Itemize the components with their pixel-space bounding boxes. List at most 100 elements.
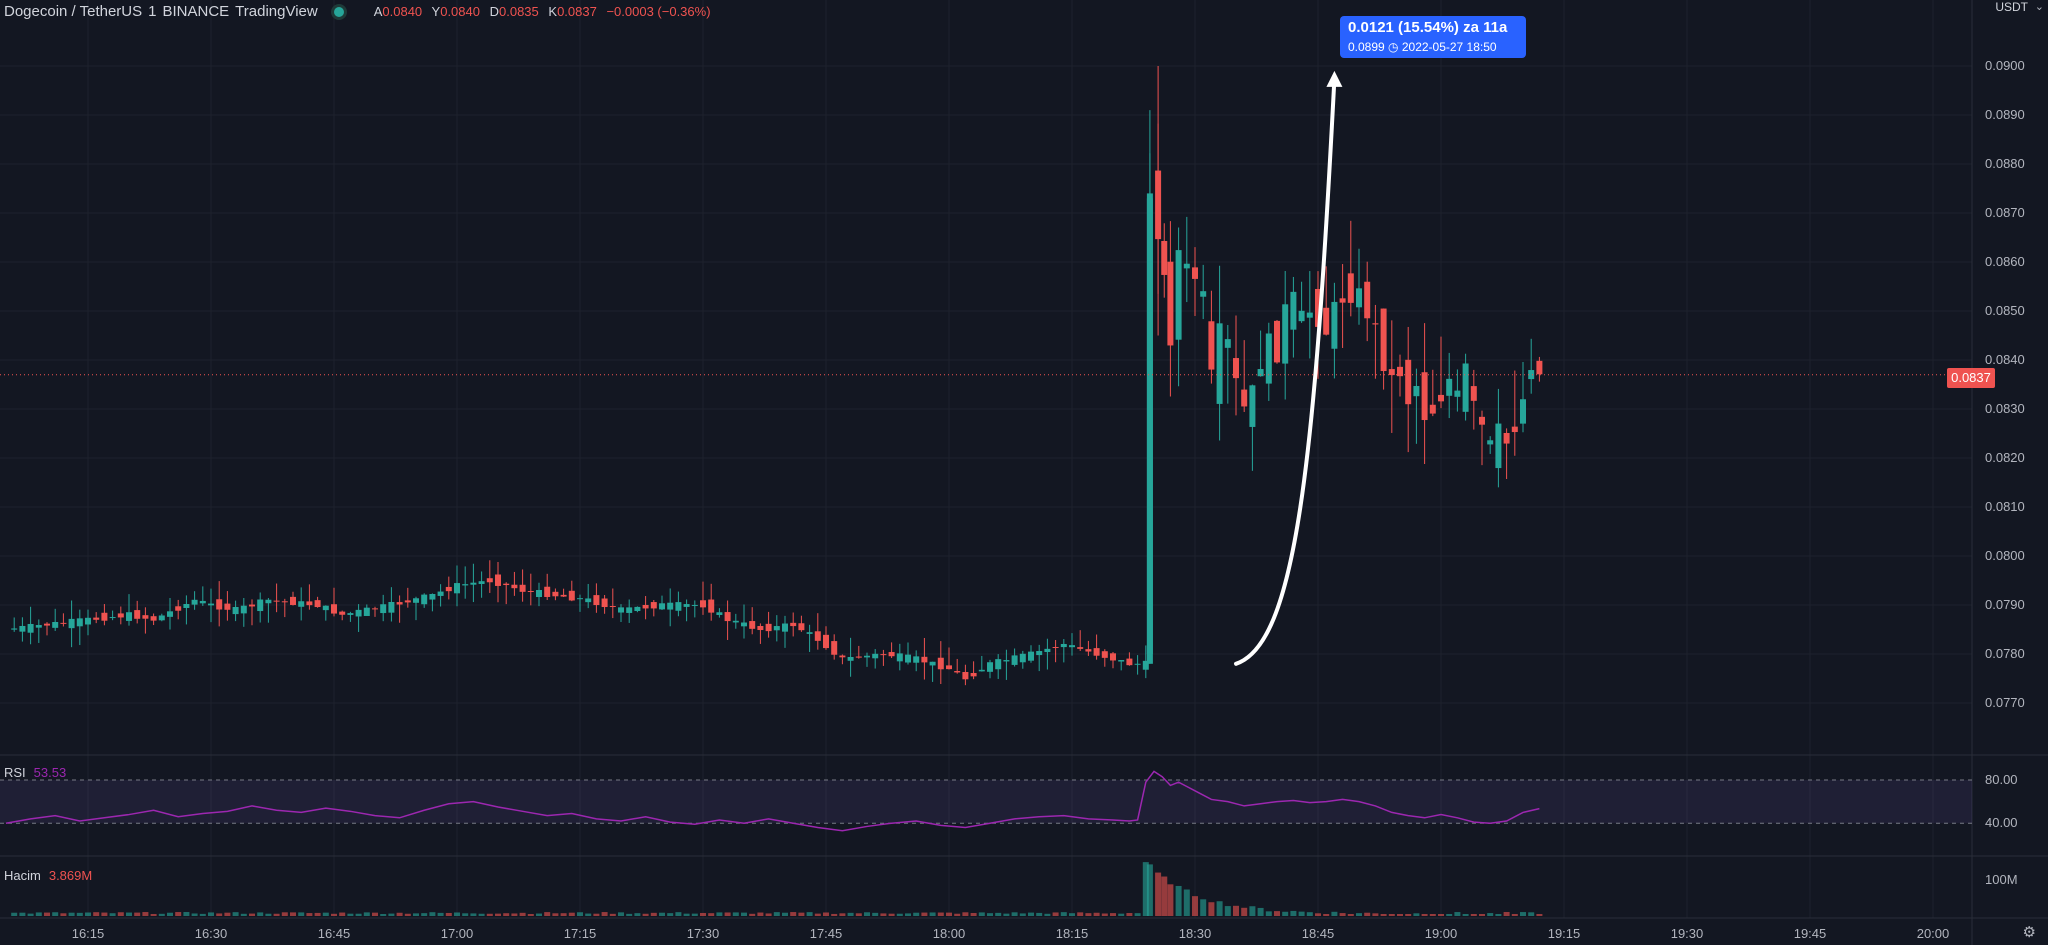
settings-gear-icon[interactable]: ⚙ (2022, 924, 2036, 941)
volume-bar (839, 913, 846, 916)
candle-body (1192, 267, 1198, 279)
volume-bar (1388, 914, 1395, 916)
time-tick-label: 19:15 (1548, 926, 1581, 941)
volume-bar (388, 913, 395, 916)
time-tick-label: 16:45 (318, 926, 351, 941)
rsi-legend: RSI 53.53 (4, 765, 66, 780)
volume-bar (1192, 896, 1198, 916)
candle-body (634, 606, 641, 611)
volume-bar (347, 913, 354, 916)
candle-body (937, 657, 944, 670)
candle-body (708, 599, 715, 613)
measure-arrow-line (1234, 76, 1337, 666)
candle-body (1397, 366, 1403, 377)
volume-bar (150, 913, 157, 916)
candle-body (290, 596, 296, 605)
time-tick-label: 18:30 (1179, 926, 1212, 941)
candle-body (1364, 281, 1371, 319)
time-tick-label: 17:15 (564, 926, 597, 941)
volume-bar (1306, 912, 1313, 916)
volume-bar (167, 912, 173, 916)
candle-body (1356, 288, 1362, 308)
volume-bar (109, 913, 116, 916)
candle-body (306, 601, 313, 606)
volume-bar (175, 912, 182, 916)
volume-bar (1019, 913, 1026, 916)
volume-series (11, 862, 1543, 916)
candle-body (19, 625, 26, 632)
volume-bar (1224, 906, 1231, 916)
candle-body (216, 599, 223, 610)
time-tick-label: 19:45 (1794, 926, 1827, 941)
volume-label: Hacim (4, 868, 41, 883)
volume-bar (618, 912, 624, 916)
volume-bar (946, 912, 952, 916)
volume-bar (1003, 913, 1010, 916)
volume-bar (675, 912, 682, 916)
candle-body (700, 600, 706, 608)
volume-bar (921, 912, 928, 916)
volume-bar (700, 912, 706, 916)
candle-body (167, 611, 173, 617)
volume-bar (1257, 907, 1264, 916)
volume-bar (1356, 913, 1362, 916)
volume-bar (568, 912, 575, 916)
volume-bar (888, 913, 895, 916)
price-tick-label: 0.0900 (1985, 58, 2025, 73)
volume-bar (372, 912, 378, 916)
volume-bar (216, 913, 223, 916)
last-price-tag: 0.0837 (1947, 368, 1995, 388)
candle-body (1200, 291, 1207, 297)
candle-body (716, 612, 723, 615)
candle-body (954, 671, 961, 673)
volume-bar (1060, 912, 1067, 916)
time-tick-label: 18:00 (933, 926, 966, 941)
volume-bar (954, 913, 961, 916)
volume-bar (864, 912, 870, 916)
volume-bar (659, 912, 665, 916)
volume-bar (1036, 912, 1043, 916)
price-tick-label: 0.0810 (1985, 499, 2025, 514)
volume-bar (1069, 913, 1075, 916)
volume-bar (609, 913, 616, 916)
market-status-icon[interactable] (333, 6, 344, 17)
volume-bar (642, 913, 649, 916)
volume-bar (1175, 885, 1182, 916)
candle-body (1118, 660, 1125, 662)
candle-body (1446, 378, 1453, 396)
volume-bar (158, 913, 165, 916)
candle-body (839, 655, 846, 658)
volume-bar (806, 912, 813, 916)
candle-body (732, 620, 739, 623)
volume-bar (1495, 914, 1502, 916)
price-tick-label: 0.0830 (1985, 401, 2025, 416)
volume-bar (1167, 884, 1174, 916)
candle-body (864, 655, 870, 658)
volume-value: 3.869M (48, 868, 93, 883)
symbol-name[interactable]: Dogecoin / TetherUS (4, 3, 143, 20)
axis-currency-label[interactable]: USDT (1995, 0, 2028, 14)
volume-bar (142, 912, 149, 916)
volume-bar (519, 912, 526, 916)
low-label: D (489, 4, 499, 19)
candle-body (175, 606, 182, 611)
volume-bar (782, 912, 788, 916)
candle-body (134, 610, 141, 619)
candle-body (1503, 432, 1510, 444)
candle-body (413, 598, 419, 603)
volume-bar (1397, 914, 1403, 916)
candle-body (1323, 307, 1330, 335)
chevron-down-icon[interactable]: ⌄ (2034, 1, 2044, 13)
high-value: 0.0840 (440, 4, 480, 19)
candle-body (1470, 386, 1477, 401)
price-tick-label: 0.0780 (1985, 646, 2025, 661)
interval-label[interactable]: 1 (148, 3, 157, 20)
candle-body (347, 613, 354, 615)
volume-bar (1028, 912, 1034, 916)
volume-bar (298, 912, 305, 916)
price-tick-label: 0.0850 (1985, 303, 2025, 318)
candle-body (872, 653, 879, 659)
open-value: 0.0840 (382, 4, 423, 19)
candle-body (158, 615, 165, 621)
